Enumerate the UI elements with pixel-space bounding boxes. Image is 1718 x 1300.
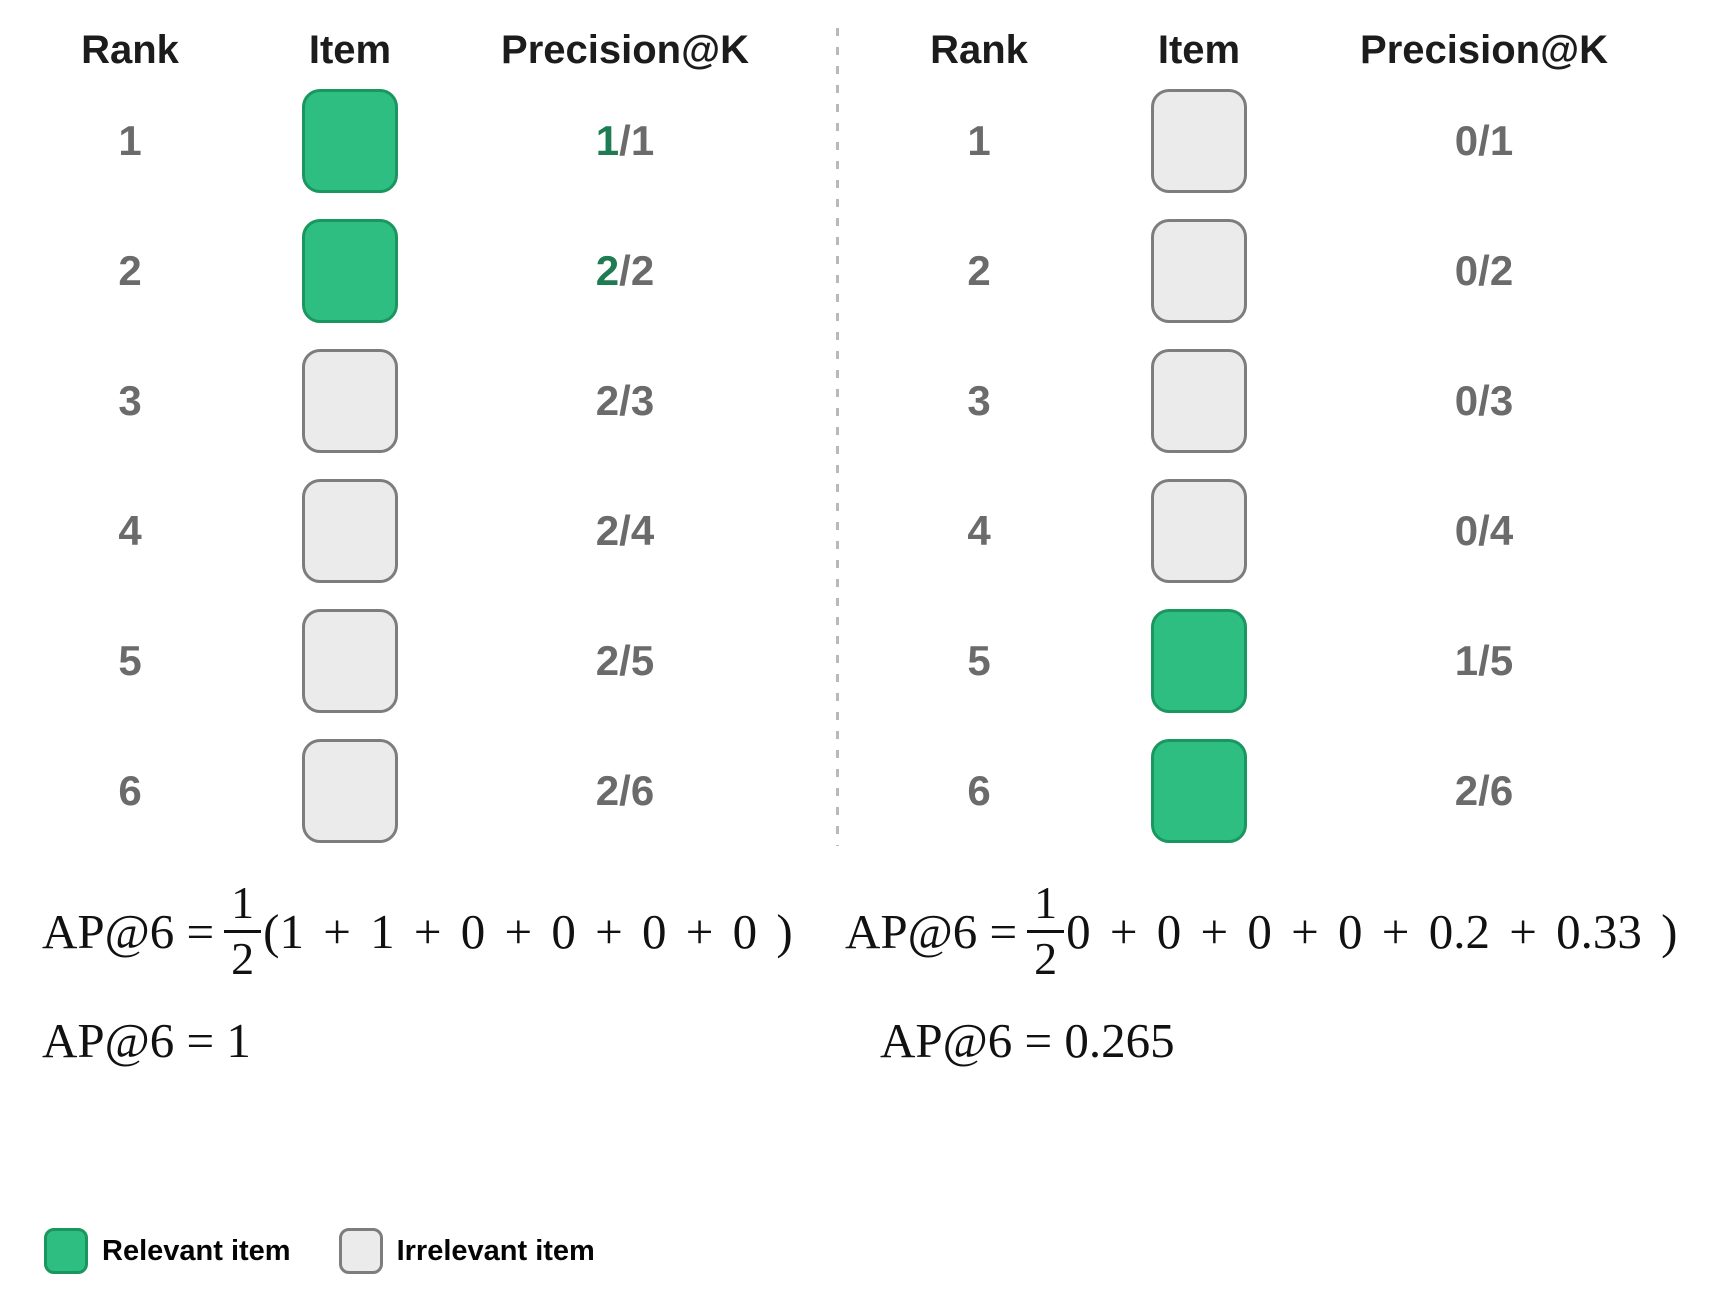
- column-header-precision: Precision@K: [1360, 27, 1608, 72]
- item-swatch: [302, 89, 398, 193]
- irrelevant-swatch: [338, 1228, 383, 1274]
- column-header-item: Item: [308, 27, 392, 72]
- precision-denominator: /5: [1478, 637, 1514, 684]
- precision-denominator: /4: [619, 507, 655, 554]
- ap-result-right: AP@6 = 0.265: [880, 1013, 1175, 1068]
- precision-value: 0/3: [1455, 377, 1513, 425]
- rank-value: 4: [118, 507, 142, 554]
- right-ranking-table: Rank Item Precision@K 1 0/1 2 0/2 3 0/3 …: [839, 0, 1718, 856]
- precision-denominator: /3: [1478, 377, 1514, 424]
- rank-value: 6: [967, 767, 991, 814]
- right-ranking-panel: Rank Item Precision@K 1 0/1 2 0/2 3 0/3 …: [839, 0, 1718, 856]
- fraction-one-half: 1 2: [224, 879, 262, 984]
- precision-numerator: 2: [595, 247, 620, 294]
- rank-value: 5: [118, 637, 142, 684]
- precision-numerator: 1: [1454, 637, 1479, 684]
- rank-value: 6: [118, 767, 142, 814]
- precision-value: 1/5: [1455, 637, 1513, 685]
- ap-result-left: AP@6 = 1: [42, 1013, 251, 1068]
- item-swatch: [1151, 739, 1247, 843]
- left-ranking-panel: Rank Item Precision@K 1 1/1 2 2/2 3 2/3 …: [0, 0, 837, 856]
- rank-value: 1: [118, 117, 142, 164]
- precision-numerator: 0: [1454, 507, 1479, 554]
- precision-value: 2/5: [596, 637, 654, 685]
- rank-value: 2: [118, 247, 142, 294]
- ap-formula-right: AP@6 = 1 2 0 + 0 + 0 + 0 + 0.2 + 0.33 ): [845, 879, 1678, 984]
- formula-lhs: AP@6 =: [845, 903, 1018, 959]
- rank-value: 3: [967, 377, 991, 424]
- fraction-denominator: 2: [231, 932, 255, 984]
- precision-value: 1/1: [596, 117, 654, 165]
- item-swatch: [302, 349, 398, 453]
- legend-item-irrelevant: Irrelevant item: [338, 1228, 595, 1274]
- precision-value: 2/6: [596, 767, 654, 815]
- item-swatch: [302, 739, 398, 843]
- precision-numerator: 2: [595, 767, 620, 814]
- item-swatch: [302, 609, 398, 713]
- precision-numerator: 1: [595, 117, 620, 164]
- precision-value: 2/6: [1455, 767, 1513, 815]
- formula-lhs: AP@6 =: [42, 903, 215, 959]
- precision-denominator: /6: [1478, 767, 1514, 814]
- formula-terms: (1 + 1 + 0 + 0 + 0 + 0 ): [263, 903, 793, 959]
- item-swatch: [1151, 609, 1247, 713]
- item-swatch: [302, 219, 398, 323]
- legend-item-relevant: Relevant item: [44, 1228, 291, 1274]
- precision-value: 2/3: [596, 377, 654, 425]
- precision-value: 0/4: [1455, 507, 1513, 555]
- precision-numerator: 0: [1454, 247, 1479, 294]
- precision-denominator: /2: [1478, 247, 1514, 294]
- precision-numerator: 0: [1454, 377, 1479, 424]
- rank-value: 1: [967, 117, 991, 164]
- ap-formula-left: AP@6 = 1 2 (1 + 1 + 0 + 0 + 0 + 0 ): [42, 879, 793, 984]
- legend-label: Irrelevant item: [396, 1234, 595, 1267]
- precision-denominator: /1: [1478, 117, 1514, 164]
- precision-denominator: /4: [1478, 507, 1514, 554]
- left-ranking-table: Rank Item Precision@K 1 1/1 2 2/2 3 2/3 …: [0, 0, 837, 856]
- item-swatch: [1151, 349, 1247, 453]
- legend: Relevant item Irrelevant item: [44, 1228, 595, 1274]
- precision-denominator: /1: [619, 117, 655, 164]
- precision-value: 0/1: [1455, 117, 1513, 165]
- column-header-rank: Rank: [930, 27, 1028, 72]
- precision-numerator: 2: [595, 377, 620, 424]
- item-swatch: [1151, 89, 1247, 193]
- column-header-precision: Precision@K: [501, 27, 749, 72]
- fraction-denominator: 2: [1034, 932, 1058, 984]
- rank-value: 2: [967, 247, 991, 294]
- legend-label: Relevant item: [102, 1234, 291, 1267]
- precision-denominator: /3: [619, 377, 655, 424]
- item-swatch: [302, 479, 398, 583]
- precision-numerator: 2: [1454, 767, 1479, 814]
- item-swatch: [1151, 479, 1247, 583]
- precision-denominator: /2: [619, 247, 655, 294]
- column-header-item: Item: [1157, 27, 1241, 72]
- dashed-divider: [836, 28, 839, 846]
- rank-value: 3: [118, 377, 142, 424]
- precision-value: 2/4: [596, 507, 654, 555]
- fraction-numerator: 1: [224, 879, 262, 933]
- precision-value: 0/2: [1455, 247, 1513, 295]
- item-swatch: [1151, 219, 1247, 323]
- precision-numerator: 2: [595, 637, 620, 684]
- column-header-rank: Rank: [81, 27, 179, 72]
- precision-value: 2/2: [596, 247, 654, 295]
- relevant-swatch: [44, 1228, 88, 1274]
- precision-numerator: 2: [595, 507, 620, 554]
- precision-denominator: /6: [619, 767, 655, 814]
- fraction-one-half: 1 2: [1027, 879, 1065, 984]
- rank-value: 5: [967, 637, 991, 684]
- precision-denominator: /5: [619, 637, 655, 684]
- formula-terms: 0 + 0 + 0 + 0 + 0.2 + 0.33 ): [1066, 903, 1678, 959]
- precision-numerator: 0: [1454, 117, 1479, 164]
- rank-value: 4: [967, 507, 991, 554]
- fraction-numerator: 1: [1027, 879, 1065, 933]
